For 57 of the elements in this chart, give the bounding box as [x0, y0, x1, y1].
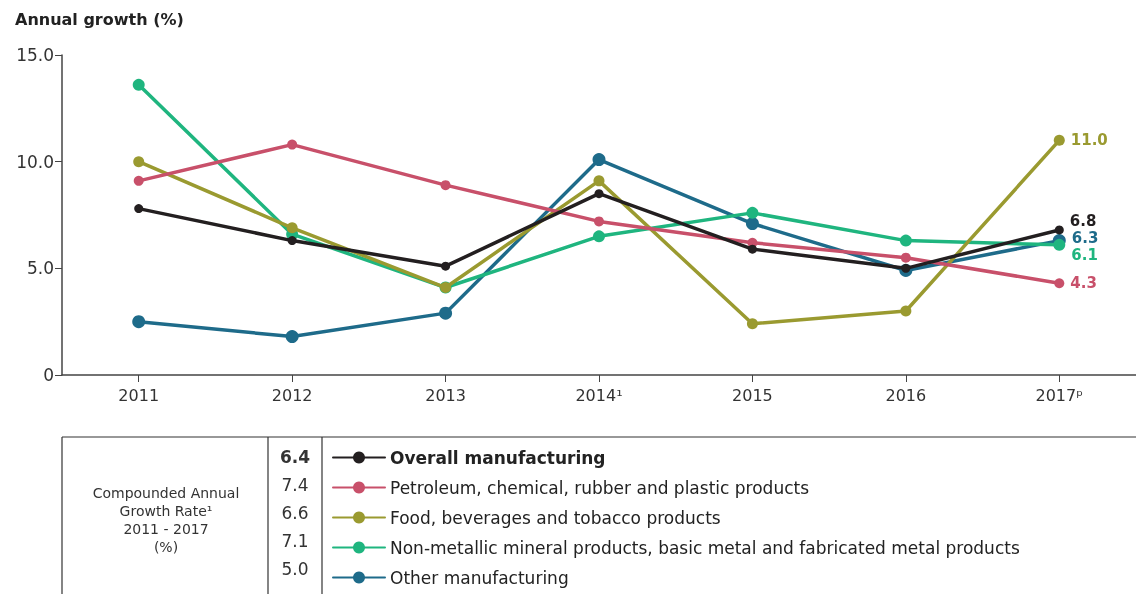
point [593, 175, 605, 187]
point [745, 217, 759, 231]
legend-label: Overall manufacturing [390, 447, 606, 468]
point [593, 230, 605, 243]
point [1053, 238, 1066, 251]
y-axis-title: Annual growth (%) [15, 9, 184, 29]
legend-label: Food, beverages and tobacco products [390, 507, 721, 528]
x-tick-label: 2012 [271, 385, 313, 405]
point [440, 180, 451, 191]
point [1053, 134, 1065, 146]
text: 5.0 [281, 559, 309, 579]
y-tick-label: 0 [43, 365, 54, 385]
point [439, 306, 453, 320]
point [286, 222, 298, 234]
text: Compounded Annual Growth Rate¹ 2011 - 2017 (%) [92, 485, 240, 555]
point [746, 206, 759, 219]
data-label: 6.8 [1069, 212, 1097, 231]
point [900, 252, 911, 263]
point [900, 305, 912, 317]
point [285, 330, 299, 344]
point [746, 318, 758, 330]
data-label: 11.0 [1070, 131, 1108, 150]
x-tick-label: 2016 [885, 385, 927, 405]
point [133, 156, 145, 168]
point [1054, 278, 1065, 289]
x-tick-label: 2014¹ [575, 385, 623, 405]
x-tick-label: 2011 [118, 385, 160, 405]
y-tick-label: 15.0 [16, 45, 54, 65]
legend-label: Non-metallic mineral products, basic metal and fabricated metal products [390, 537, 1020, 558]
point [441, 261, 451, 271]
x-tick-label: 2013 [425, 385, 466, 405]
point [594, 189, 604, 199]
x-tick-label: 2017ᵖ [1035, 385, 1084, 405]
legend-label: Petroleum, chemical, rubber and plastic products [390, 477, 810, 498]
y-tick-label: 10.0 [16, 151, 54, 172]
point [901, 263, 911, 273]
text: 6.6 [281, 503, 309, 523]
data-label: 6.1 [1071, 246, 1098, 265]
point [134, 204, 144, 214]
x-tick-label: 2015 [732, 385, 773, 405]
point [287, 139, 298, 150]
y-tick-label: 5.0 [26, 258, 54, 279]
point [133, 175, 144, 186]
point [287, 236, 297, 246]
point [594, 216, 604, 227]
point [132, 78, 145, 91]
point [132, 315, 146, 329]
point [1054, 225, 1064, 235]
legend-label: Other manufacturing [390, 567, 569, 588]
point [592, 153, 606, 167]
data-label: 4.3 [1070, 274, 1097, 293]
data-label: 6.3 [1071, 229, 1099, 248]
point [747, 244, 757, 254]
text: 7.4 [281, 475, 309, 495]
text: 6.4 [279, 447, 311, 467]
text: 7.1 [281, 531, 309, 551]
point [899, 234, 912, 247]
